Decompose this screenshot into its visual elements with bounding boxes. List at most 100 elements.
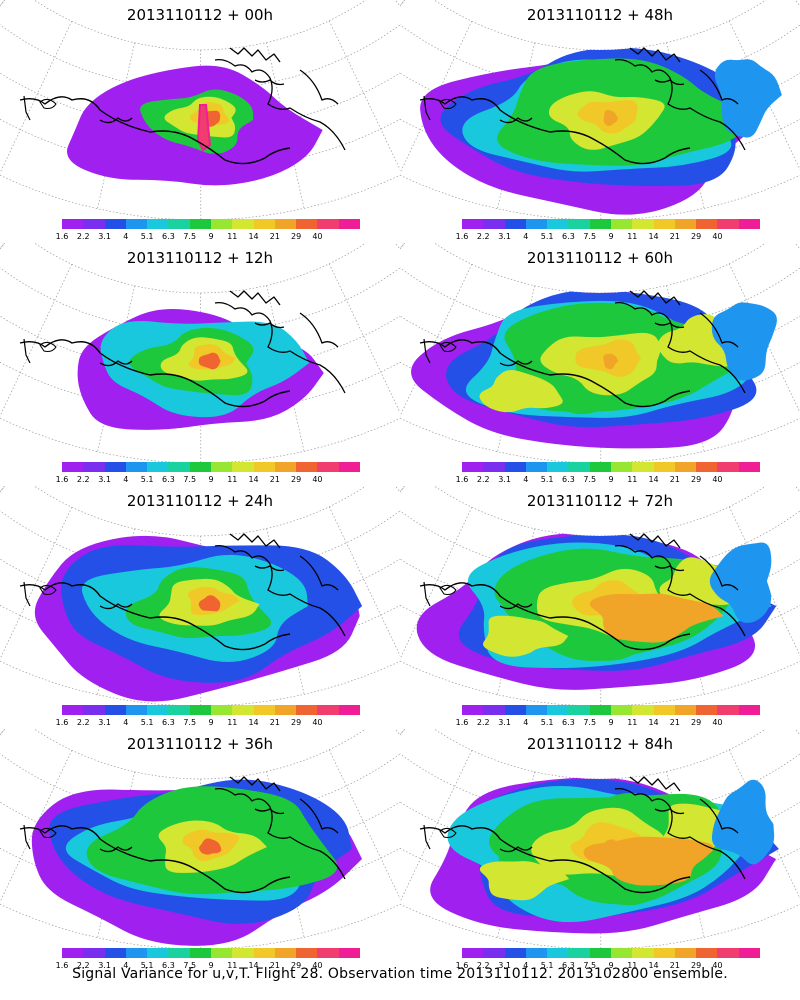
colorbar-segment	[62, 948, 84, 958]
colorbar-segment	[338, 948, 360, 958]
colorbar-tick-label: 4	[123, 961, 129, 970]
colorbar-segment	[632, 705, 654, 715]
coastlines	[419, 47, 746, 165]
colorbar-tick-label: 6.3	[562, 475, 575, 484]
colorbar-tick-label: 29	[291, 232, 302, 241]
colorbar-tick-label: 40	[712, 232, 723, 241]
colorbar-segment	[317, 948, 339, 958]
colorbar-tick-label: 1.6	[455, 232, 469, 241]
colorbar-segment	[232, 462, 254, 472]
colorbar-tick-label: 11	[627, 232, 638, 241]
panel-title: 2013110112 + 72h	[526, 492, 674, 510]
colorbar-segment	[610, 219, 633, 229]
colorbar-tick-label: 40	[312, 718, 323, 727]
colorbar	[62, 462, 360, 472]
colorbar-labels: 1.6 2.2 3.1 4 5.1 6.3 7.5 9 11 14 21 29 40	[456, 232, 760, 242]
colorbar-segment	[568, 462, 590, 472]
colorbar-tick-label: 5.1	[140, 718, 154, 727]
coastlines	[419, 290, 746, 408]
colorbar-segment	[210, 948, 233, 958]
colorbar-segment	[125, 219, 148, 229]
colorbar-segment	[338, 705, 360, 715]
colorbar-segment	[317, 219, 339, 229]
panel-title: 2013110112 + 60h	[526, 249, 674, 267]
colorbar-tick-label: 2.2	[476, 961, 490, 970]
colorbar-tick-label: 21	[269, 232, 280, 241]
panel-title: 2013110112 + 36h	[126, 735, 274, 753]
colorbar-tick-label: 4	[523, 475, 529, 484]
panel-title: 2013110112 + 48h	[526, 6, 674, 24]
colorbar-segment	[696, 948, 718, 958]
colorbar-tick-label: 6.3	[562, 718, 575, 727]
colorbar-segment	[338, 462, 360, 472]
variance-field	[34, 535, 363, 702]
colorbar-segment	[338, 219, 360, 229]
colorbar-tick-label: 4	[523, 232, 529, 241]
colorbar-segment	[547, 705, 569, 715]
colorbar-labels: 1.6 2.2 3.1 4 5.1 6.3 7.5 9 11 14 21 29 40	[56, 718, 360, 728]
colorbar-segment	[147, 219, 169, 229]
colorbar-tick-label: 1.6	[55, 961, 69, 970]
colorbar-segment	[125, 462, 148, 472]
coastlines	[19, 47, 346, 165]
colorbar-segment	[62, 705, 84, 715]
colorbar-tick-label: 40	[312, 475, 323, 484]
colorbar-tick-label: 1.6	[55, 718, 69, 727]
colorbar-segment	[696, 462, 718, 472]
map-panel-00h: 2013110112 + 00h 1.6 2.2 3.1 4 5.1 6.3 7.5 9 11 1…	[0, 0, 400, 243]
colorbar-tick-label: 11	[227, 475, 238, 484]
colorbar-segment	[125, 705, 148, 715]
colorbar-segment	[168, 219, 190, 229]
variance-field	[420, 47, 782, 215]
colorbar-segment	[104, 462, 126, 472]
figure-caption: Signal Variance for u,v,T. Flight 28. Ob…	[72, 966, 728, 982]
colorbar-segment	[653, 705, 675, 715]
coastlines	[419, 776, 746, 894]
colorbar-segment	[189, 219, 211, 229]
variance-field	[411, 289, 777, 449]
colorbar-segment	[189, 705, 211, 715]
colorbar-segment	[168, 948, 190, 958]
colorbar-labels: 1.6 2.2 3.1 4 5.1 6.3 7.5 9 11 14 21 29 40	[456, 961, 760, 971]
colorbar-segment	[632, 219, 654, 229]
variance-field	[430, 777, 779, 934]
colorbar	[462, 948, 760, 958]
map-panel-48h: 2013110112 + 48h 1.6 2.2 3.1 4 5.1 6.3 7.5 9 11 1…	[400, 0, 800, 243]
colorbar-segment	[83, 219, 105, 229]
colorbar-tick-label: 14	[648, 961, 659, 970]
panel-title: 2013110112 + 84h	[526, 735, 674, 753]
colorbar-segment	[525, 219, 548, 229]
colorbar-tick-label: 6.3	[162, 475, 175, 484]
colorbar-segment	[568, 705, 590, 715]
colorbar-labels: 1.6 2.2 3.1 4 5.1 6.3 7.5 9 11 14 21 29 40	[56, 961, 360, 971]
colorbar-segment	[504, 948, 526, 958]
colorbar-tick-label: 5.1	[140, 475, 154, 484]
colorbar-tick-label: 3.1	[498, 718, 511, 727]
colorbar-segment	[253, 462, 275, 472]
colorbar-segment	[462, 948, 484, 958]
colorbar-tick-label: 5.1	[540, 718, 554, 727]
panel-title: 2013110112 + 00h	[126, 6, 274, 24]
colorbar-tick-label: 5.1	[540, 475, 554, 484]
colorbar-segment	[568, 219, 590, 229]
colorbar-segment	[296, 705, 318, 715]
colorbar-tick-label: 7.5	[583, 961, 597, 970]
colorbar-tick-label: 4	[123, 718, 129, 727]
colorbar-tick-label: 29	[691, 718, 702, 727]
colorbar-tick-label: 1.6	[455, 475, 469, 484]
colorbar-segment	[317, 462, 339, 472]
colorbar-tick-label: 21	[669, 718, 680, 727]
colorbar-labels: 1.6 2.2 3.1 4 5.1 6.3 7.5 9 11 14 21 29 40	[56, 475, 360, 485]
colorbar-segment	[504, 462, 526, 472]
colorbar-segment	[462, 462, 484, 472]
colorbar-tick-label: 7.5	[583, 718, 597, 727]
colorbar	[62, 948, 360, 958]
colorbar-tick-label: 7.5	[183, 475, 197, 484]
colorbar-segment	[104, 219, 126, 229]
colorbar-tick-label: 1.6	[55, 232, 69, 241]
map-plot	[400, 486, 800, 707]
colorbar-tick-label: 6.3	[562, 232, 575, 241]
colorbar-segment	[83, 948, 105, 958]
panel-title: 2013110112 + 24h	[126, 492, 274, 510]
colorbar-tick-label: 9	[208, 475, 214, 484]
